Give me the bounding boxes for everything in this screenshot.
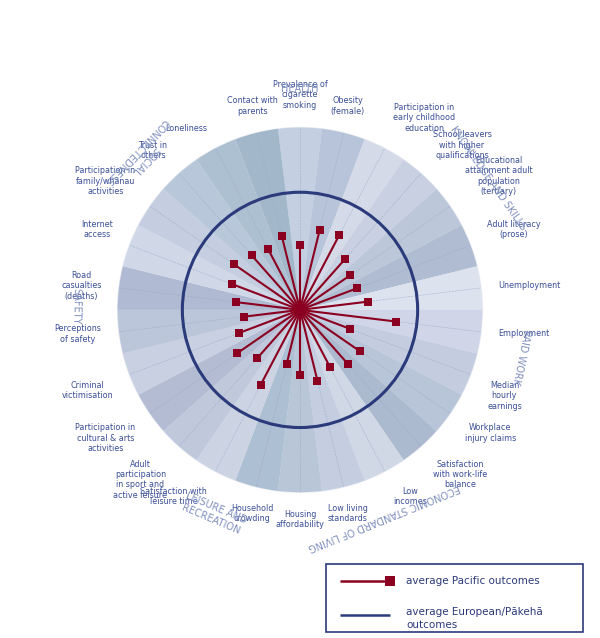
Text: Housing
affordability: Housing affordability — [275, 510, 325, 530]
Text: Satisfaction with
leisure time: Satisfaction with leisure time — [140, 487, 207, 507]
Wedge shape — [164, 310, 300, 460]
Text: Internet
access: Internet access — [81, 219, 113, 239]
Wedge shape — [123, 310, 300, 395]
Wedge shape — [300, 310, 482, 353]
Text: Low living
standards: Low living standards — [328, 504, 368, 523]
Text: average Pacific outcomes: average Pacific outcomes — [406, 576, 540, 586]
Text: Low
incomes: Low incomes — [393, 487, 427, 507]
Text: Household
crowding: Household crowding — [231, 504, 274, 523]
Text: Satisfaction
with work-life
balance: Satisfaction with work-life balance — [433, 459, 487, 489]
Text: PAID WORK: PAID WORK — [510, 329, 532, 385]
Text: Road
casualties
(deaths): Road casualties (deaths) — [61, 271, 101, 300]
Wedge shape — [123, 225, 300, 310]
Text: Obesity
(female): Obesity (female) — [331, 96, 365, 115]
Wedge shape — [118, 310, 300, 353]
Text: Loneliness: Loneliness — [165, 124, 207, 133]
Text: Participation in
family/whānau
activities: Participation in family/whānau activitie… — [75, 167, 136, 197]
Wedge shape — [139, 310, 300, 431]
Text: Perceptions
of safety: Perceptions of safety — [55, 324, 101, 344]
Circle shape — [118, 128, 482, 493]
Wedge shape — [300, 310, 365, 491]
Text: Contact with
parents: Contact with parents — [227, 96, 278, 115]
Text: SOCIAL
CONNECTEDNESS: SOCIAL CONNECTEDNESS — [103, 117, 179, 195]
Text: Adult
participation
in sport and
active leisure: Adult participation in sport and active … — [113, 459, 167, 500]
Wedge shape — [235, 129, 300, 310]
Text: Unemployment: Unemployment — [499, 281, 561, 290]
Wedge shape — [300, 189, 461, 310]
Text: Participation in
cultural & arts
activities: Participation in cultural & arts activit… — [75, 424, 136, 453]
Wedge shape — [300, 266, 482, 310]
Wedge shape — [278, 128, 322, 310]
Text: Trust in
others: Trust in others — [139, 141, 167, 160]
Text: Participation in
early childhood
education: Participation in early childhood educati… — [393, 103, 455, 133]
Wedge shape — [164, 160, 300, 310]
Text: LEISURE AND
RECREATION: LEISURE AND RECREATION — [179, 491, 248, 537]
Text: Criminal
victimisation: Criminal victimisation — [61, 381, 113, 400]
Wedge shape — [278, 310, 322, 493]
Wedge shape — [300, 310, 461, 431]
Text: School leavers
with higher
qualifications: School leavers with higher qualification… — [433, 130, 491, 160]
Wedge shape — [300, 310, 404, 480]
Text: Median
hourly
earnings: Median hourly earnings — [487, 381, 522, 411]
Text: average European/Pākehā
outcomes: average European/Pākehā outcomes — [406, 607, 543, 630]
Wedge shape — [300, 310, 436, 460]
Wedge shape — [300, 225, 477, 310]
Wedge shape — [196, 310, 300, 480]
Wedge shape — [300, 129, 365, 310]
Wedge shape — [235, 310, 300, 491]
Text: KNOWLEDGE AND SKILLS: KNOWLEDGE AND SKILLS — [448, 124, 527, 232]
Text: ECONOMIC STANDARD OF LIVING: ECONOMIC STANDARD OF LIVING — [307, 482, 461, 553]
Text: Prevalence of
cigarette
smoking: Prevalence of cigarette smoking — [272, 80, 328, 110]
Wedge shape — [300, 310, 477, 395]
Wedge shape — [139, 189, 300, 310]
Wedge shape — [196, 139, 300, 310]
Text: SAFETY: SAFETY — [71, 288, 82, 324]
Text: Workplace
injury claims: Workplace injury claims — [464, 424, 516, 443]
Text: HEALTH: HEALTH — [281, 84, 319, 94]
Wedge shape — [300, 160, 436, 310]
Text: Adult literacy
(prose): Adult literacy (prose) — [487, 219, 541, 239]
Text: Employment: Employment — [499, 329, 550, 339]
Wedge shape — [118, 266, 300, 310]
Text: Educational
attainment adult
population
(tertiary): Educational attainment adult population … — [464, 156, 532, 197]
Wedge shape — [300, 139, 404, 310]
